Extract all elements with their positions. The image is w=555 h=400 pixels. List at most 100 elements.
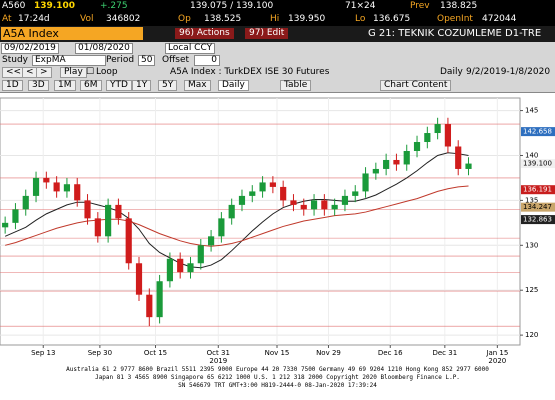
- edit-button[interactable]: 97) Edit: [245, 28, 289, 39]
- low: 136.675: [373, 14, 411, 24]
- x-tick-label: Nov 15: [265, 349, 290, 357]
- indicator-line: [4, 152, 469, 269]
- y-tick-label: 145: [525, 107, 538, 115]
- candle-body: [413, 142, 421, 151]
- candle-body: [290, 200, 297, 205]
- candle-body: [74, 184, 81, 201]
- price-tag-label: 136.191: [523, 186, 552, 194]
- low-label: Lo: [355, 14, 366, 24]
- period[interactable]: 50: [138, 55, 156, 66]
- offset-label: Offset: [162, 55, 190, 65]
- forward[interactable]: >: [36, 67, 52, 78]
- study-row: Study ExpMA Period 50 Offset 0: [0, 54, 555, 66]
- range-button[interactable]: 1Y: [132, 80, 152, 91]
- time: 17:24d: [18, 14, 50, 24]
- chart-content-button[interactable]: Chart Content: [380, 80, 452, 91]
- footer-line: Japan 81 3 4565 8900 Singapore 65 6212 1…: [95, 374, 460, 381]
- loop-label: Loop: [96, 67, 118, 77]
- candle-body: [393, 159, 400, 165]
- high: 139.950: [288, 14, 326, 24]
- candle-body: [259, 182, 266, 192]
- date-range: 9/2/2019-1/8/2020: [466, 67, 551, 77]
- candle-body: [156, 281, 163, 318]
- actions-button[interactable]: 96) Actions: [175, 28, 234, 39]
- play-row: << < > Play ☐ Loop A5A Index : TurkDEX I…: [0, 66, 555, 79]
- price-tag-label: 142.658: [523, 128, 552, 136]
- price-tag-label: 132.863: [523, 216, 552, 224]
- candle-body: [105, 204, 112, 237]
- candle-body: [362, 173, 369, 192]
- x-tick-label: Oct 15: [144, 349, 167, 357]
- study[interactable]: ExpMA: [32, 55, 106, 66]
- y-tick-label: 125: [525, 286, 538, 294]
- range-button[interactable]: YTD: [106, 80, 132, 91]
- prev-label: Prev: [410, 1, 430, 11]
- range-button[interactable]: Max: [184, 80, 211, 91]
- frequency: Daily: [440, 67, 463, 77]
- end-date[interactable]: 01/08/2020: [75, 43, 133, 54]
- range-button[interactable]: 1M: [54, 80, 76, 91]
- candle-body: [372, 168, 379, 174]
- size: 71×24: [345, 1, 376, 11]
- candle-body: [125, 218, 132, 264]
- last-price: 139.100: [34, 1, 75, 11]
- y-tick-label: 135: [525, 196, 538, 204]
- time-label: At: [2, 14, 12, 24]
- year-label: 2019: [209, 357, 227, 365]
- x-tick-label: Nov 29: [316, 349, 341, 357]
- candle-body: [434, 124, 441, 134]
- range-button[interactable]: 6M: [80, 80, 102, 91]
- page-title: G 21: TEKNIK COZUMLEME D1-TRE: [368, 28, 542, 39]
- vol: 346802: [106, 14, 141, 24]
- candle-body: [383, 159, 390, 169]
- candle-body: [331, 204, 338, 210]
- candle-body: [249, 191, 256, 196]
- candle-body: [300, 204, 307, 210]
- start-date[interactable]: 09/02/2019: [1, 43, 59, 54]
- candle-body: [269, 182, 276, 187]
- candle-body: [115, 204, 122, 219]
- year-label: 2020: [488, 357, 506, 365]
- candle-body: [228, 204, 235, 219]
- price-tag: [521, 215, 555, 225]
- candle-body: [187, 263, 194, 273]
- bid-ask: 139.075 / 139.100: [190, 1, 274, 11]
- candle-body: [135, 263, 143, 295]
- command-row: A5A Index 96) Actions 97) Edit G 21: TEK…: [0, 26, 555, 42]
- footer: Australia 61 2 9777 8600 Brazil 5511 239…: [0, 366, 555, 390]
- footer-line: SN 546679 TRT GMT+3:00 H819-2444-0 08-Ja…: [178, 382, 377, 389]
- candle-body: [197, 245, 204, 264]
- loop-checkbox[interactable]: ☐: [86, 67, 95, 77]
- prev: 138.825: [440, 1, 478, 11]
- range-button[interactable]: 3D: [28, 80, 49, 91]
- y-tick-label: 120: [525, 331, 538, 339]
- x-tick-label: Jan 15: [485, 349, 508, 357]
- table-button[interactable]: Table: [280, 80, 312, 91]
- candle-body: [403, 150, 410, 165]
- currency[interactable]: Local CCY: [165, 43, 216, 54]
- candle-body: [53, 182, 60, 192]
- chart-title: A5A Index : TurkDEX ISE 30 Futures: [170, 67, 330, 77]
- price-tag: [521, 159, 555, 169]
- candle-body: [218, 218, 225, 237]
- candle-body: [12, 209, 19, 223]
- candle-body: [63, 184, 71, 192]
- candle-body: [465, 163, 472, 169]
- date-row: 09/02/2019 01/08/2020 Local CCY: [0, 42, 555, 54]
- range-button[interactable]: 1D: [2, 80, 23, 91]
- offset[interactable]: 0: [194, 55, 220, 66]
- candle-body: [94, 218, 101, 237]
- footer-line: Australia 61 2 9777 8600 Brazil 5511 239…: [66, 366, 489, 373]
- period-select[interactable]: Daily: [218, 80, 249, 91]
- price-tag: [521, 185, 555, 195]
- security[interactable]: A5A Index: [1, 27, 143, 40]
- play-button[interactable]: Play: [60, 67, 87, 78]
- candle-body: [238, 195, 246, 205]
- plot-area: [0, 97, 521, 346]
- candle-body: [310, 200, 318, 210]
- range-button[interactable]: 5Y: [158, 80, 178, 91]
- indicator-line: [5, 185, 469, 247]
- stats-row: At 17:24d Vol 346802 Op 138.525 Hi 139.9…: [0, 13, 555, 26]
- candle-body: [22, 195, 29, 210]
- quote-row: A560 139.100 +.275 139.075 / 139.100 71×…: [0, 0, 555, 13]
